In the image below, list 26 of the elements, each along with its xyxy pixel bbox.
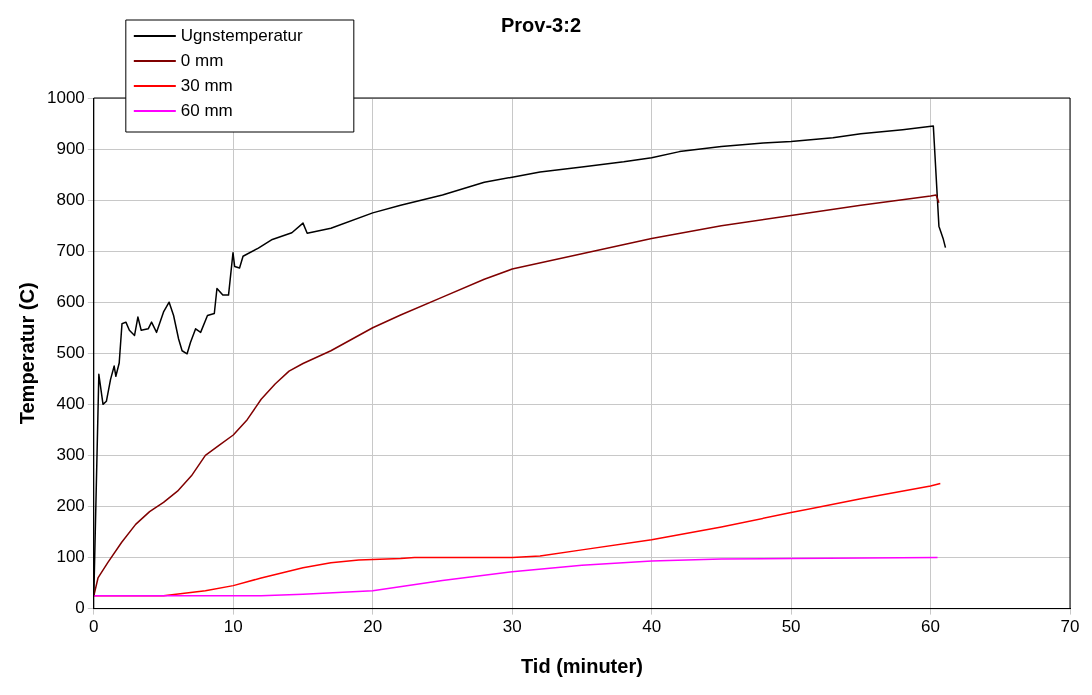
x-tick-label: 20 — [363, 617, 383, 637]
y-tick-label: 200 — [56, 496, 85, 516]
y-tick-label: 500 — [56, 342, 85, 362]
y-tick-label: 400 — [56, 394, 85, 414]
y-tick-label: 100 — [56, 547, 85, 567]
y-tick-label: 0 — [75, 598, 85, 618]
legend-label: 0 mm — [180, 50, 224, 70]
x-tick-label: 70 — [1060, 617, 1080, 637]
y-tick-label: 900 — [56, 138, 85, 158]
x-tick-label: 10 — [223, 617, 243, 637]
y-tick-label: 700 — [56, 240, 85, 260]
legend-label: Ugnstemperatur — [180, 25, 304, 45]
x-tick-label: 0 — [89, 617, 99, 637]
legend-label: 60 mm — [180, 100, 233, 120]
x-tick-label: 30 — [502, 617, 522, 637]
y-tick-label: 300 — [56, 445, 85, 465]
x-tick-label: 60 — [921, 617, 941, 637]
y-tick-label: 800 — [56, 189, 85, 209]
y-tick-label: 1000 — [46, 87, 85, 107]
x-axis-title: Tid (minuter) — [520, 654, 643, 677]
x-tick-label: 50 — [781, 617, 801, 637]
legend-label: 30 mm — [180, 75, 233, 95]
y-tick-label: 600 — [56, 291, 85, 311]
y-axis-title: Temperatur (C) — [15, 282, 38, 425]
x-tick-label: 40 — [642, 617, 662, 637]
chart-title: Prov-3:2 — [500, 13, 582, 36]
